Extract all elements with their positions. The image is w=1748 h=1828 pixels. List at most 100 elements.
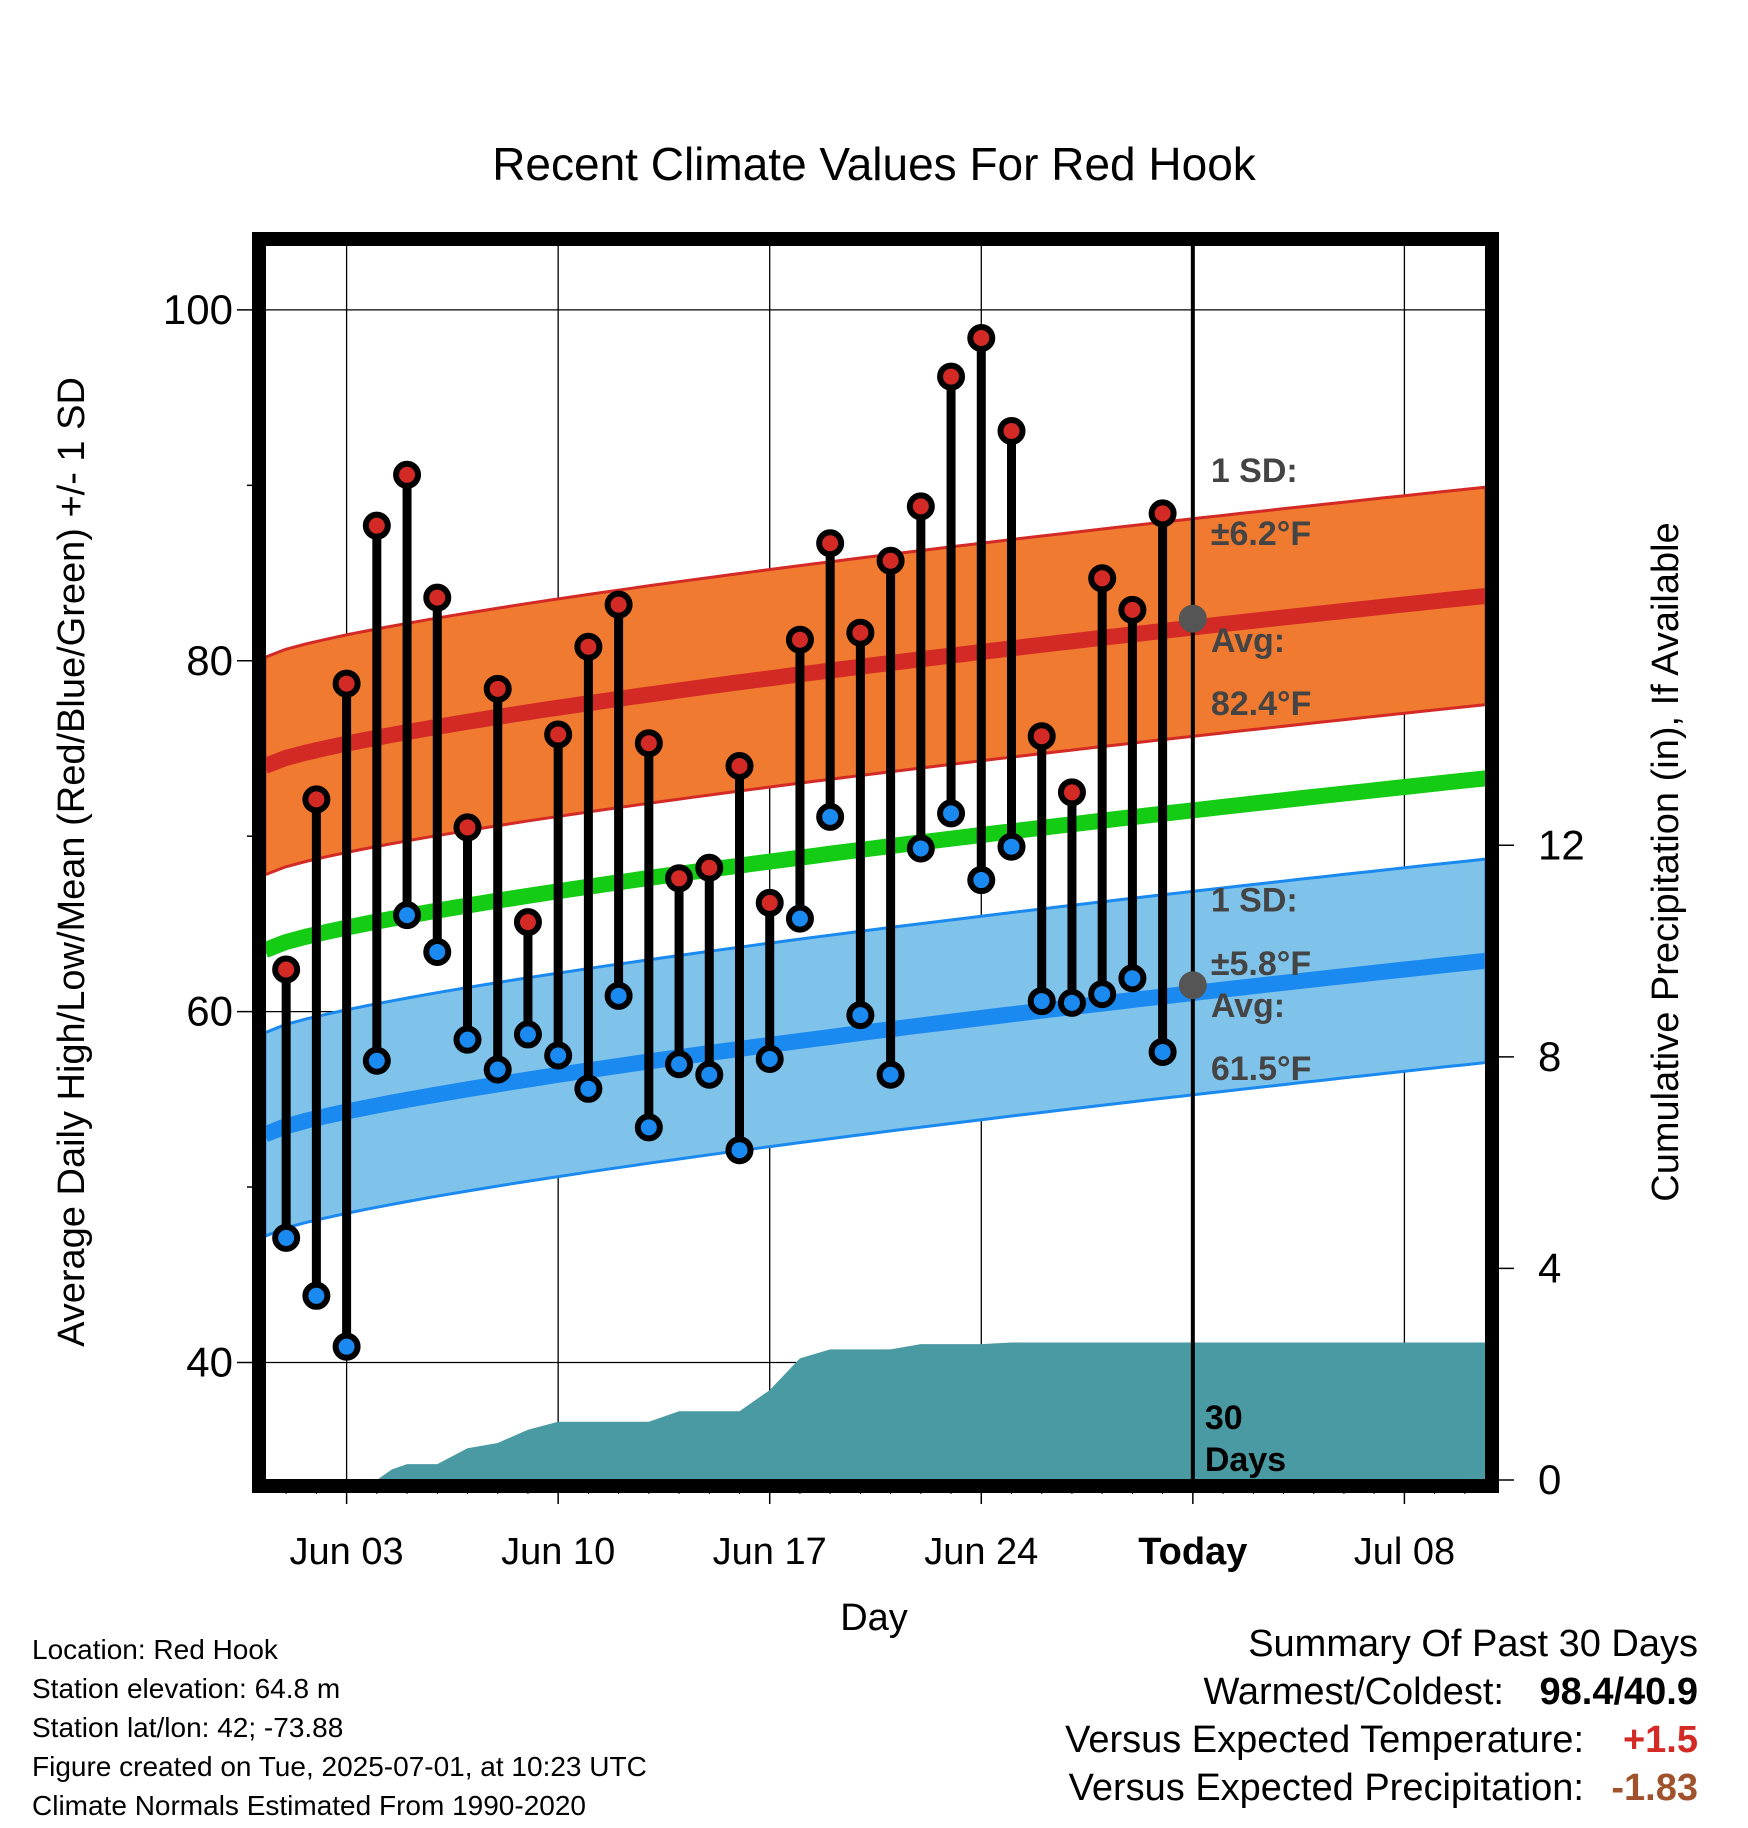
x-tick-label: Jul 08 [1354, 1531, 1455, 1573]
location-text: Location: Red Hook [32, 1634, 278, 1665]
plot-inner [265, 245, 1486, 1480]
x-tick-label: Jun 24 [924, 1531, 1038, 1573]
daily-low-point [544, 1041, 573, 1070]
today-low-avg-marker [1178, 971, 1207, 1000]
daily-low-point [604, 981, 633, 1010]
low-sd-label: 1 SD: [1211, 882, 1298, 920]
daily-high-point [725, 752, 754, 781]
normal-high-line [265, 587, 1486, 774]
daily-high-point [937, 362, 966, 391]
y-axis-label-left: Average Daily High/Low/Mean (Red/Blue/Gr… [51, 377, 93, 1347]
daily-low-point [362, 1046, 391, 1075]
daily-low-point [846, 1001, 875, 1030]
daily-low-point [393, 901, 422, 930]
summary-title: Summary Of Past 30 Days [1248, 1623, 1698, 1665]
temp-row: Versus Expected Temperature: +1.5 [1065, 1716, 1698, 1764]
daily-low-point [876, 1060, 905, 1089]
daily-low-point [785, 904, 814, 933]
warm-cold-label: Warmest/Coldest: [1203, 1671, 1504, 1713]
daily-high-point [967, 323, 996, 352]
x-tick-label: Jun 03 [290, 1531, 404, 1573]
high-avg-value: 82.4°F [1211, 685, 1312, 723]
daily-high-point [574, 632, 603, 661]
y-tick-label-right: 4 [1538, 1244, 1561, 1291]
daily-high-point [846, 618, 875, 647]
y-tick-label-right: 8 [1538, 1033, 1561, 1080]
normals-text: Climate Normals Estimated From 1990-2020 [32, 1790, 586, 1821]
precip-label: Versus Expected Precipitation: [1068, 1767, 1584, 1809]
y-tick-label-left: 100 [163, 286, 233, 333]
precip-row: Versus Expected Precipitation: -1.83 [1065, 1764, 1698, 1812]
daily-low-point [725, 1136, 754, 1165]
station-info: Location: Red Hook Station elevation: 64… [32, 1630, 647, 1825]
daily-low-point [634, 1113, 663, 1142]
x-axis-label: Day [840, 1597, 908, 1639]
daily-high-point [453, 813, 482, 842]
daily-high-point [483, 674, 512, 703]
plot-area: 1 SD: ±6.2°F Avg: 82.4°F 1 SD: ±5.8°F Avg: 61.5… [163, 232, 1585, 1573]
daily-high-point [302, 785, 331, 814]
daily-high-point [1088, 564, 1117, 593]
high-sd-band [265, 485, 1486, 877]
daily-low-point [997, 832, 1026, 861]
daily-high-point [423, 583, 452, 612]
precip-area [376, 1342, 1486, 1480]
daily-low-point [332, 1332, 361, 1361]
window-label-unit: Days [1205, 1441, 1286, 1479]
daily-high-point [816, 529, 845, 558]
precip-value: -1.83 [1611, 1767, 1698, 1809]
x-tick-label: Today [1138, 1531, 1247, 1573]
daily-high-point [1148, 499, 1177, 528]
daily-low-point [755, 1044, 784, 1073]
daily-low-point [574, 1074, 603, 1103]
daily-high-point [755, 888, 784, 917]
daily-low-point [1088, 980, 1117, 1009]
daily-high-point [332, 669, 361, 698]
temp-value: +1.5 [1622, 1719, 1698, 1761]
warm-cold-row: Warmest/Coldest: 98.4/40.9 [1065, 1668, 1698, 1716]
daily-high-point [665, 864, 694, 893]
summary-panel: Summary Of Past 30 Days Warmest/Coldest:… [1065, 1620, 1698, 1812]
high-sd-label: 1 SD: [1211, 452, 1298, 490]
daily-high-point [1027, 722, 1056, 751]
daily-high-point [906, 492, 935, 521]
daily-high-point [544, 720, 573, 749]
high-avg-label: Avg: [1211, 622, 1285, 660]
created-text: Figure created on Tue, 2025-07-01, at 10… [32, 1751, 647, 1782]
chart-title: Recent Climate Values For Red Hook [492, 138, 1257, 190]
today-high-avg-marker [1178, 604, 1207, 633]
daily-high-point [513, 908, 542, 937]
elevation-text: Station elevation: 64.8 m [32, 1673, 341, 1704]
latlon-text: Station lat/lon: 42; -73.88 [32, 1712, 344, 1743]
plot-frame [252, 232, 1499, 1493]
warm-cold-value: 98.4/40.9 [1539, 1671, 1698, 1713]
daily-low-point [272, 1223, 301, 1252]
daily-low-point [1118, 964, 1147, 993]
low-sd-value: ±5.8°F [1211, 945, 1311, 983]
daily-low-point [1148, 1037, 1177, 1066]
daily-low-point [816, 802, 845, 831]
y-tick-label-left: 60 [186, 988, 233, 1035]
daily-low-point [302, 1281, 331, 1310]
high-sd-value: ±6.2°F [1211, 515, 1311, 553]
daily-high-point [393, 460, 422, 489]
daily-low-point [1027, 987, 1056, 1016]
daily-low-point [967, 866, 996, 895]
y-tick-label-right: 12 [1538, 821, 1585, 868]
y-axis-label-right: Cumulative Precipitation (in), If Availa… [1645, 522, 1687, 1201]
daily-high-point [695, 853, 724, 882]
daily-low-point [423, 937, 452, 966]
temp-label: Versus Expected Temperature: [1065, 1719, 1584, 1761]
daily-low-point [695, 1060, 724, 1089]
x-tick-label: Jun 10 [501, 1531, 615, 1573]
window-label-number: 30 [1205, 1399, 1243, 1437]
y-tick-label-right: 0 [1538, 1456, 1561, 1503]
y-tick-label-left: 40 [186, 1338, 233, 1385]
daily-low-point [665, 1050, 694, 1079]
daily-low-point [453, 1025, 482, 1054]
low-avg-value: 61.5°F [1211, 1050, 1312, 1088]
low-avg-label: Avg: [1211, 987, 1285, 1025]
x-tick-label: Jun 17 [713, 1531, 827, 1573]
daily-high-point [1057, 778, 1086, 807]
